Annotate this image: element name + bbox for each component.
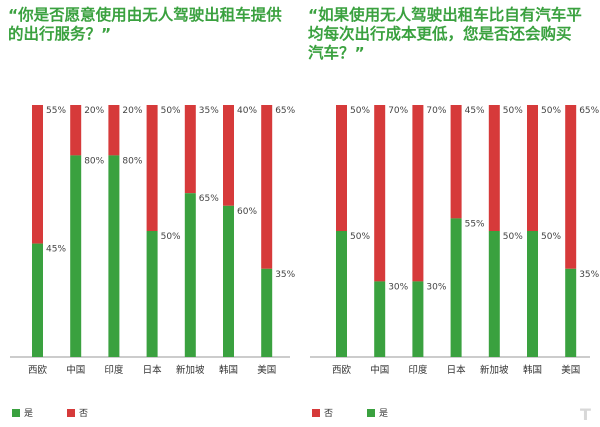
legend-label-no: 否 [324,409,334,419]
chart-title: “你是否愿意使用由无人驾驶出租车提供 的出行服务？” [8,6,282,43]
bar-yes [70,155,82,357]
data-label-yes: 80% [84,156,104,166]
bar-no [527,105,538,231]
category-label: 日本 [143,364,163,376]
data-label-yes: 50% [350,232,370,242]
data-label-no: 45% [465,106,485,116]
data-label-yes: 55% [465,219,485,229]
data-label-yes: 30% [388,282,408,292]
bar-yes [32,243,43,357]
data-label-no: 55% [46,106,66,116]
bar-no [146,105,158,231]
legend-swatch-yes [12,408,20,417]
data-label-yes: 35% [275,270,295,280]
data-label-yes: 65% [199,194,219,204]
bar-no [488,105,500,231]
bar-yes [336,231,347,357]
category-label: 韩国 [219,364,238,376]
bar-no [374,105,386,282]
bar-no [70,105,82,156]
stacked-bar-chart-right: 50% 50% 西欧 70% 30% 中国 70% 30% 印度 45% 55% 日本 50% 50% 新加… [310,105,600,376]
category-label: 韩国 [523,364,542,376]
data-label-yes: 50% [541,232,561,242]
chart-legend: 是 否 [12,406,88,419]
legend-label-yes: 是 [24,409,34,419]
bar-yes [184,193,196,357]
bar-yes [412,281,424,357]
watermark-logo: T [580,405,591,424]
category-label: 新加坡 [480,364,509,376]
data-label-no: 35% [199,106,219,116]
bar-no [108,105,120,156]
data-label-yes: 35% [579,270,599,280]
category-label: 西欧 [332,364,352,376]
data-label-no: 50% [161,106,181,116]
data-label-no: 20% [122,106,142,116]
legend-swatch-yes [367,408,376,417]
category-label: 中国 [370,364,389,376]
bar-no [32,105,43,244]
category-label: 日本 [447,364,467,376]
data-label-yes: 45% [46,245,66,255]
bar-yes [450,218,462,357]
category-label: 西欧 [28,364,48,376]
bar-yes [527,231,538,357]
stacked-bar-chart-left: 55% 45% 西欧 20% 80% 中国 20% 80% 印度 50% 50% 日本 35% 65% 新加… [10,105,296,376]
bar-no [261,105,273,269]
category-label: 印度 [408,364,428,376]
category-label: 美国 [257,364,276,376]
category-label: 中国 [66,364,85,376]
bar-no [184,105,196,194]
chart-panel-right: “如果使用无人驾驶出租车比自有汽车平 均每次出行成本更低，您是否还会购买 汽车？… [300,0,600,427]
category-label: 新加坡 [176,364,205,376]
bar-yes [146,231,158,357]
data-label-no: 20% [84,106,104,116]
chart-panel-left: “你是否愿意使用由无人驾驶出租车提供 的出行服务？” 55% 45% 西欧 20% 80… [8,6,296,419]
bar-yes [223,205,234,357]
bar-yes [261,268,273,357]
bar-no [336,105,347,231]
data-label-no: 65% [579,106,599,116]
data-label-yes: 30% [426,282,446,292]
bar-no [412,105,424,282]
bar-no [450,105,462,219]
category-label: 美国 [561,364,580,376]
data-label-no: 70% [388,106,408,116]
data-label-yes: 60% [237,207,257,217]
bar-yes [108,155,120,357]
data-label-no: 70% [426,106,446,116]
bar-yes [488,231,500,357]
data-label-no: 40% [237,106,257,116]
chart-legend: 否 是 [312,406,388,419]
data-label-yes: 50% [503,232,523,242]
data-label-yes: 50% [161,232,181,242]
data-label-no: 50% [541,106,561,116]
legend-label-yes: 是 [379,409,389,419]
data-label-no: 50% [350,106,370,116]
bar-yes [565,268,577,357]
data-label-no: 50% [503,106,523,116]
category-label: 印度 [104,364,124,376]
data-label-yes: 80% [122,156,142,166]
bar-no [565,105,577,269]
legend-swatch-no [312,408,320,417]
data-label-no: 65% [275,106,295,116]
bar-no [223,105,234,206]
legend-swatch-no [67,408,76,417]
legend-label-no: 否 [79,409,89,419]
chart-title: “如果使用无人驾驶出租车比自有汽车平 均每次出行成本更低，您是否还会购买 汽车？… [308,6,582,62]
bar-yes [374,281,386,357]
